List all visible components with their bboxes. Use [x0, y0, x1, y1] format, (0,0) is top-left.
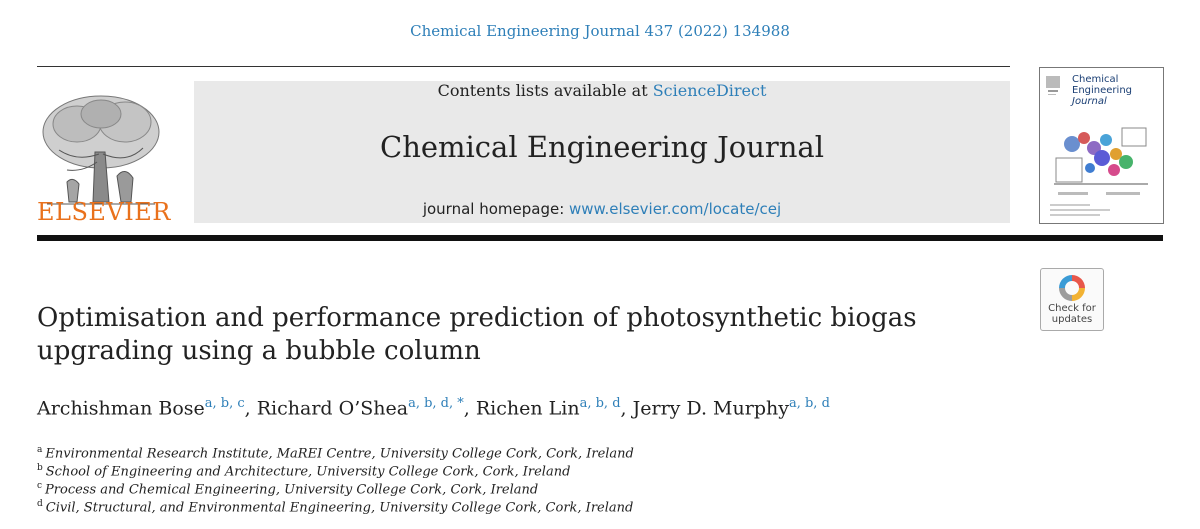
check-label-line-2: updates — [1051, 314, 1093, 325]
author-affiliation-marks[interactable]: a, b, d — [579, 396, 621, 411]
cover-graphic — [1050, 127, 1148, 216]
affiliation-text: Civil, Structural, and Environmental Eng… — [45, 500, 634, 516]
article-title-line-2: upgrading using a bubble column — [37, 336, 481, 366]
check-label-line-1: Check for — [1048, 303, 1096, 314]
top-divider — [37, 66, 1010, 67]
affiliation-text: School of Engineering and Architecture, … — [45, 464, 571, 480]
affiliation-item: a Environmental Research Institute, MaREI… — [37, 441, 1137, 462]
affiliation-label: d — [37, 499, 43, 509]
author-affiliation-marks[interactable]: a, b, c — [204, 396, 245, 411]
cover-title-line-3: Journal — [1072, 96, 1107, 107]
author-affiliation-marks[interactable]: a, b, d — [788, 396, 830, 411]
affiliation-item: c Process and Chemical Engineering, Unive… — [37, 477, 1137, 498]
cover-title-line-2: Engineering — [1072, 85, 1132, 96]
cover-title: Chemical Engineering Journal — [1072, 74, 1162, 107]
author-name[interactable]: Richard O’Shea — [256, 397, 409, 420]
contents-prefix: Contents lists available at — [437, 81, 653, 100]
contents-available-line: Contents lists available at ScienceDirec… — [194, 81, 1010, 100]
affiliation-label: c — [37, 481, 43, 491]
author-list: Archishman Bosea, b, c, Richard O’Sheaa,… — [37, 396, 1137, 419]
affiliation-item: b School of Engineering and Architecture,… — [37, 459, 1137, 480]
affiliation-text: Environmental Research Institute, MaREI … — [45, 446, 634, 462]
author-separator: , — [463, 397, 476, 420]
cover-title-line-1: Chemical — [1072, 74, 1119, 85]
author-separator: , — [620, 397, 633, 420]
crossmark-icon — [1059, 275, 1085, 301]
affiliation-text: Process and Chemical Engineering, Univer… — [45, 482, 539, 498]
journal-header: Contents lists available at ScienceDirec… — [194, 81, 1010, 223]
affiliation-item: d Civil, Structural, and Environmental En… — [37, 495, 1137, 516]
elsevier-wordmark: ELSEVIER — [37, 198, 171, 226]
author-affiliation-marks[interactable]: a, b, d, * — [408, 396, 464, 411]
author-name[interactable]: Jerry D. Murphy — [632, 397, 789, 420]
journal-name: Chemical Engineering Journal — [380, 130, 824, 164]
article-title-line-1: Optimisation and performance prediction … — [37, 303, 917, 333]
check-for-updates-button[interactable]: Check for updates — [1040, 268, 1104, 331]
author-name[interactable]: Archishman Bose — [37, 397, 205, 420]
article-title: Optimisation and performance prediction … — [37, 302, 1017, 368]
journal-citation[interactable]: Chemical Engineering Journal 437 (2022) … — [410, 22, 790, 40]
affiliation-label: a — [37, 445, 43, 455]
journal-homepage-link[interactable]: www.elsevier.com/locate/cej — [569, 200, 782, 218]
header-bottom-rule — [37, 235, 1163, 241]
author-name[interactable]: Richen Lin — [475, 397, 580, 420]
elsevier-tree-logo — [42, 95, 160, 205]
journal-homepage-line: journal homepage: www.elsevier.com/locat… — [194, 200, 1010, 218]
check-for-updates-label: Check for updates — [1041, 303, 1103, 325]
affiliation-label: b — [37, 463, 43, 473]
sciencedirect-link[interactable]: ScienceDirect — [652, 81, 767, 100]
homepage-prefix: journal homepage: — [422, 200, 570, 218]
cover-publisher-mark-icon — [1046, 76, 1060, 95]
journal-cover-thumbnail[interactable]: Chemical Engineering Journal — [1039, 67, 1164, 224]
author-separator: , — [244, 397, 257, 420]
affiliation-list: a Environmental Research Institute, MaREI… — [37, 441, 1137, 516]
